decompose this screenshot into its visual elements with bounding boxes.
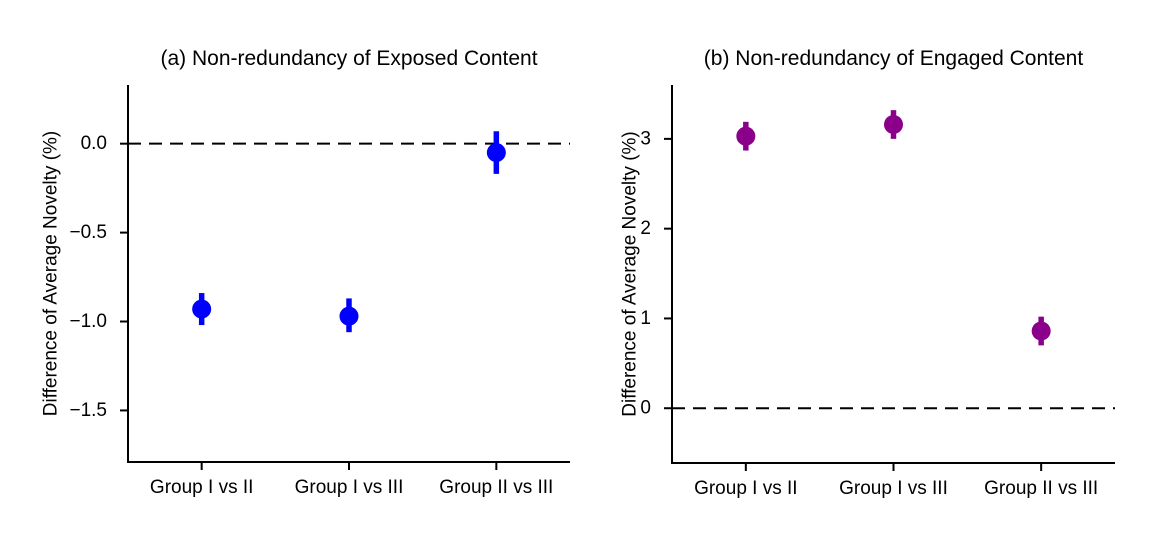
data-point-marker — [736, 126, 756, 146]
y-axis-label: Difference of Average Novelty (%) — [620, 131, 641, 417]
x-tick-label: Group I vs III — [839, 478, 948, 499]
x-tick-label: Group I vs III — [295, 477, 404, 498]
panel-b: 3 2 1 0 Group I vs II Group I vs III Group II … — [620, 47, 1115, 499]
y-tick-label: 1 — [640, 308, 651, 329]
y-tick-label: 2 — [640, 218, 651, 239]
x-tick-label: Group I vs II — [694, 478, 797, 499]
panel-title: (a) Non-redundancy of Exposed Content — [160, 47, 537, 70]
data-point-marker — [339, 306, 359, 326]
data-point-marker — [486, 143, 506, 163]
y-tick-label: 3 — [640, 128, 651, 149]
x-tick-label: Group II vs III — [984, 478, 1098, 499]
y-tick-label: 0 — [640, 398, 651, 419]
y-axis-label: Difference of Average Novelty (%) — [41, 131, 62, 417]
y-tick-label: −1.0 — [69, 311, 107, 332]
data-point-marker — [192, 299, 212, 319]
x-tick-label: Group I vs II — [150, 477, 253, 498]
data-point-marker — [884, 115, 903, 135]
panel-a: 0.0 −0.5 −1.0 −1.5 Group I vs II Group I vs I… — [41, 47, 570, 498]
panel-title: (b) Non-redundancy of Engaged Content — [704, 47, 1084, 70]
y-tick-label: −0.5 — [69, 222, 107, 243]
x-tick-label: Group II vs III — [439, 477, 553, 498]
y-tick-label: 0.0 — [81, 133, 107, 154]
y-tick-label: −1.5 — [69, 400, 107, 421]
data-point-marker — [1031, 321, 1051, 341]
